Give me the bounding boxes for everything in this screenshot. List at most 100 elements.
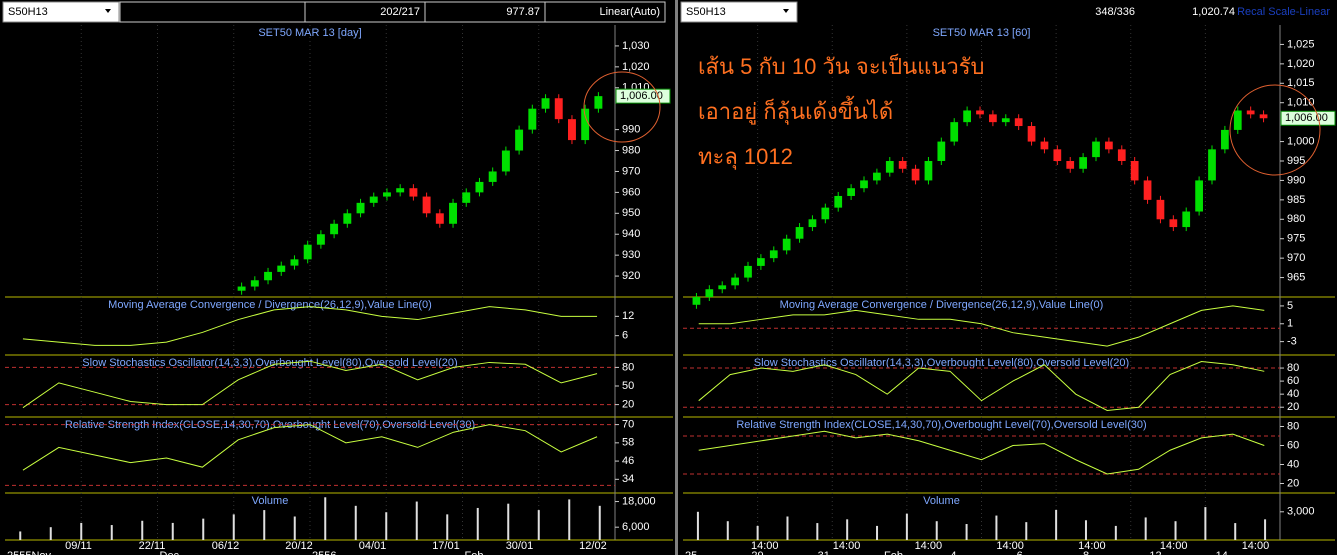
y-tick-label: 970 (1287, 252, 1305, 264)
indicator-line (22, 360, 598, 409)
indicator-line (22, 424, 598, 471)
annotation: ทะลุ 1012 (698, 144, 793, 170)
x-label: 06/12 (212, 540, 240, 552)
toolbar-cell (119, 1, 306, 23)
indicator-title: Moving Average Convergence / Divergence(… (780, 299, 1104, 311)
y-tick-label: 960 (622, 186, 640, 198)
y-tick-label: 990 (1287, 174, 1305, 186)
y-tick-label: 1 (1287, 318, 1293, 330)
y-tick-label: 975 (1287, 233, 1305, 245)
price-label: 1,006.00 (1285, 112, 1328, 124)
x-sublabel: 14 (1216, 550, 1228, 555)
toolbar-counter: 202/217 (380, 6, 420, 18)
indicator-title: Slow Stochastics Oscillator(14,3,3),Over… (754, 357, 1129, 369)
y-tick-label: 920 (622, 270, 640, 282)
candle (501, 150, 510, 172)
candle (924, 161, 933, 181)
symbol-dropdown[interactable] (680, 1, 798, 23)
candle (250, 280, 259, 287)
candle (1143, 180, 1152, 200)
x-label: 20/12 (285, 540, 313, 552)
candle (277, 265, 286, 272)
candle (541, 98, 550, 109)
y-tick-label: 58 (622, 437, 634, 449)
x-sublabel: Feb (884, 550, 903, 555)
y-tick-label: 990 (622, 124, 640, 136)
x-sublabel: 8 (1083, 550, 1089, 555)
candle (1182, 211, 1191, 228)
x-sublabel: 4 (950, 550, 956, 555)
symbol[interactable]: S50H13 (686, 6, 726, 18)
candle (718, 285, 727, 290)
candle (515, 129, 524, 151)
candle (744, 265, 752, 278)
x-label: 14:00 (751, 540, 779, 552)
candle (860, 180, 868, 189)
toolbar-last: 1,020.74 (1192, 6, 1235, 18)
candle (409, 188, 418, 197)
candle (435, 213, 444, 224)
y-tick-label: 40 (1287, 458, 1299, 470)
pane-title: SET50 MAR 13 [60] (933, 27, 1031, 39)
y-tick-label: 950 (622, 207, 640, 219)
candle (1105, 141, 1113, 150)
symbol-dropdown[interactable] (2, 1, 120, 23)
x-label: 17/01 (432, 540, 460, 552)
price-box (1280, 110, 1336, 126)
candle (847, 188, 855, 196)
candle (303, 244, 312, 260)
indicator-line (698, 361, 1265, 411)
candle (383, 192, 391, 197)
candle (782, 238, 791, 251)
candle (1092, 141, 1100, 158)
x-label: 04/01 (359, 540, 387, 552)
y-tick-label: 80 (1287, 362, 1299, 374)
candle (692, 297, 701, 305)
candle (1001, 118, 1010, 123)
symbol[interactable]: S50H13 (8, 6, 48, 18)
candle (528, 108, 537, 130)
x-label: 14:00 (996, 540, 1024, 552)
annotation-circle (583, 71, 661, 143)
y-tick-label: 12 (622, 310, 634, 322)
candle (989, 114, 997, 123)
candle (1040, 141, 1049, 150)
y-tick-label: 50 (622, 380, 634, 392)
candle (568, 119, 576, 141)
y-tick-label: 980 (622, 144, 640, 156)
annotation: เอาอยู่ ก็ลุ้นเด้งขึ้นได้ (698, 96, 893, 125)
candle (594, 96, 603, 109)
y-tick-label: 60 (1287, 439, 1299, 451)
y-tick-label: 985 (1287, 194, 1305, 206)
y-tick-label: 6,000 (622, 521, 650, 533)
y-tick-label: 1,020 (622, 61, 650, 73)
candle (834, 195, 843, 208)
y-tick-label: 46 (622, 455, 634, 467)
candle (885, 161, 894, 173)
toolbar-last: 977.87 (506, 6, 540, 18)
toolbar-scale[interactable]: Linear(Auto) (599, 6, 660, 18)
dropdown-arrow (105, 9, 111, 13)
indicator-title: Volume (252, 495, 289, 507)
indicator-line (698, 430, 1265, 475)
indicator-title: Volume (923, 495, 960, 507)
toolbar-counter: 348/336 (1095, 6, 1135, 18)
candle (1221, 129, 1229, 150)
toolbar-scale[interactable]: Recal Scale-Linear (1237, 6, 1330, 18)
y-tick-label: 1,020 (1287, 58, 1315, 70)
y-tick-label: 1,000 (1287, 135, 1315, 147)
candle (1233, 110, 1242, 130)
candle (950, 122, 959, 142)
candle (1259, 114, 1268, 119)
y-tick-label: 1,025 (1287, 38, 1315, 50)
candle (1014, 118, 1023, 127)
candle (290, 259, 299, 266)
candle (731, 277, 739, 286)
candle (769, 250, 778, 259)
y-tick-label: 970 (622, 165, 640, 177)
candle (1246, 110, 1255, 115)
candle (937, 141, 946, 161)
